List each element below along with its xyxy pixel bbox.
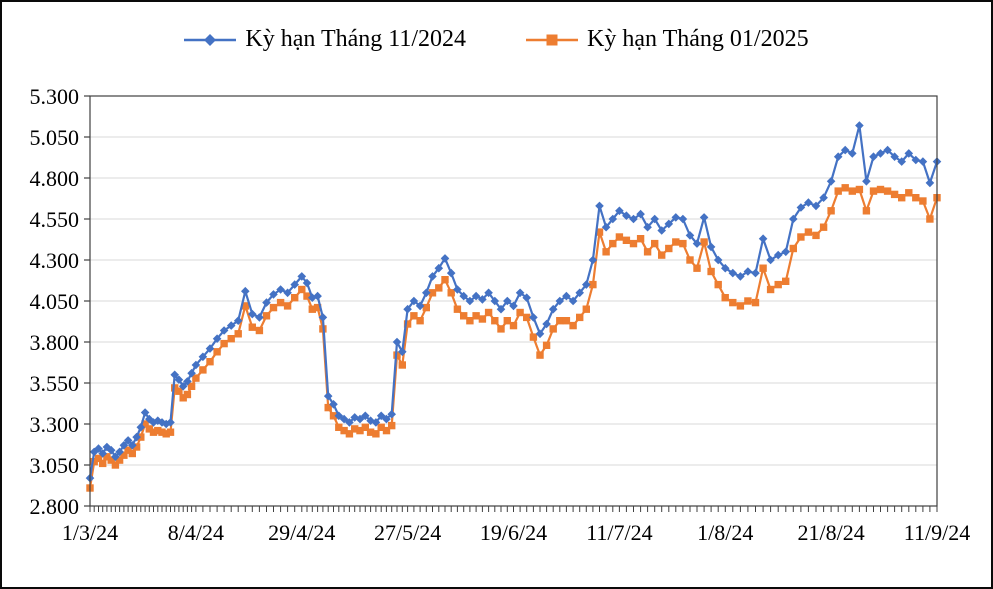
svg-text:3.800: 3.800 bbox=[30, 330, 80, 355]
svg-text:4.800: 4.800 bbox=[30, 166, 80, 191]
plot-area: 2.800 3.050 3.300 3.550 3.800 4.050 4.300 4.550… bbox=[30, 84, 971, 545]
svg-text:8/4/24: 8/4/24 bbox=[168, 520, 224, 545]
legend-label-jan-2025: Kỳ hạn Tháng 01/2025 bbox=[587, 26, 809, 52]
chart-legend: Kỳ hạn Tháng 11/2024 Kỳ hạn Tháng 01/202… bbox=[2, 26, 991, 53]
series-jan-2025-line bbox=[86, 184, 941, 492]
legend-marker-diamond-icon bbox=[184, 33, 237, 46]
y-gridlines bbox=[90, 95, 937, 507]
svg-text:2.800: 2.800 bbox=[30, 494, 80, 519]
svg-text:5.300: 5.300 bbox=[30, 84, 80, 109]
svg-text:3.550: 3.550 bbox=[30, 371, 80, 396]
svg-text:21/8/24: 21/8/24 bbox=[797, 520, 864, 545]
x-axis-ticks bbox=[89, 506, 938, 512]
series-nov-2024-line bbox=[85, 121, 942, 483]
svg-text:1/8/24: 1/8/24 bbox=[697, 520, 753, 545]
legend-item-jan-2025: Kỳ hạn Tháng 01/2025 bbox=[526, 26, 809, 53]
legend-item-nov-2024: Kỳ hạn Tháng 11/2024 bbox=[184, 26, 466, 53]
svg-text:11/7/24: 11/7/24 bbox=[586, 520, 652, 545]
svg-text:19/6/24: 19/6/24 bbox=[480, 520, 547, 545]
svg-text:3.300: 3.300 bbox=[30, 412, 80, 437]
svg-text:29/4/24: 29/4/24 bbox=[268, 520, 335, 545]
legend-label-nov-2024: Kỳ hạn Tháng 11/2024 bbox=[245, 26, 467, 52]
legend-marker-square-icon bbox=[526, 34, 579, 45]
svg-text:1/3/24: 1/3/24 bbox=[62, 520, 118, 545]
x-axis-labels: 1/3/24 8/4/24 29/4/24 27/5/24 19/6/24 11/7/24… bbox=[62, 520, 970, 545]
svg-text:27/5/24: 27/5/24 bbox=[374, 520, 441, 545]
svg-text:3.050: 3.050 bbox=[30, 453, 80, 478]
svg-text:4.300: 4.300 bbox=[30, 248, 80, 273]
svg-text:5.050: 5.050 bbox=[30, 125, 80, 150]
y-axis-labels: 2.800 3.050 3.300 3.550 3.800 4.050 4.300 4.550… bbox=[30, 84, 80, 519]
svg-text:4.050: 4.050 bbox=[30, 289, 80, 314]
y-axis-ticks bbox=[84, 95, 90, 507]
svg-text:11/9/24: 11/9/24 bbox=[904, 520, 970, 545]
svg-text:4.550: 4.550 bbox=[30, 207, 80, 232]
